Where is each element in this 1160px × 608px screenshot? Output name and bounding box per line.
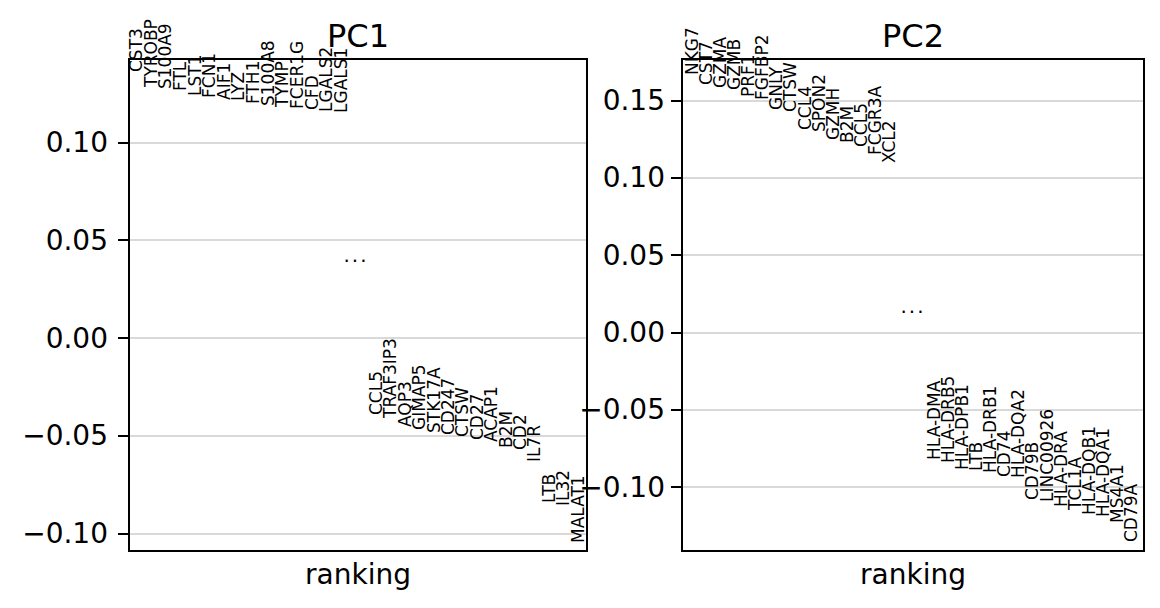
y-tick-label: 0.05 bbox=[46, 227, 108, 255]
gene-label: XCL2 bbox=[881, 120, 898, 163]
y-tick-mark bbox=[671, 486, 681, 488]
y-tick-label: 0.15 bbox=[603, 87, 665, 115]
ellipsis-marker: ... bbox=[900, 296, 925, 316]
y-tick-mark bbox=[118, 239, 128, 241]
y-tick-label: −0.05 bbox=[22, 422, 108, 450]
pc2-xaxis-label: ranking bbox=[860, 561, 966, 589]
y-tick-mark bbox=[671, 100, 681, 102]
y-tick-mark bbox=[671, 177, 681, 179]
y-tick-label: 0.10 bbox=[46, 129, 108, 157]
y-tick-mark bbox=[671, 409, 681, 411]
y-tick-label: 0.00 bbox=[603, 319, 665, 347]
ellipsis-marker: ... bbox=[343, 245, 368, 265]
y-tick-label: 0.00 bbox=[46, 325, 108, 353]
y-tick-label: 0.10 bbox=[603, 164, 665, 192]
y-tick-mark bbox=[118, 435, 128, 437]
gene-label: IL7R bbox=[526, 425, 543, 462]
y-tick-mark bbox=[118, 142, 128, 144]
gene-label: CD79A bbox=[1123, 484, 1140, 542]
pc2-title: PC2 bbox=[882, 20, 944, 52]
pc1-axes bbox=[128, 58, 588, 552]
y-tick-label: 0.05 bbox=[603, 242, 665, 270]
pca-loadings-figure: PC1 PC2 ranking ranking 0.100.050.00−0.0… bbox=[0, 0, 1160, 608]
pc1-xaxis-label: ranking bbox=[305, 561, 411, 589]
y-tick-mark bbox=[671, 254, 681, 256]
y-tick-label: −0.10 bbox=[579, 474, 665, 502]
y-tick-label: −0.10 bbox=[22, 520, 108, 548]
y-tick-mark bbox=[118, 337, 128, 339]
y-tick-mark bbox=[118, 533, 128, 535]
y-tick-label: −0.05 bbox=[579, 396, 665, 424]
gene-label: LGALS1 bbox=[333, 48, 350, 113]
y-tick-mark bbox=[671, 332, 681, 334]
